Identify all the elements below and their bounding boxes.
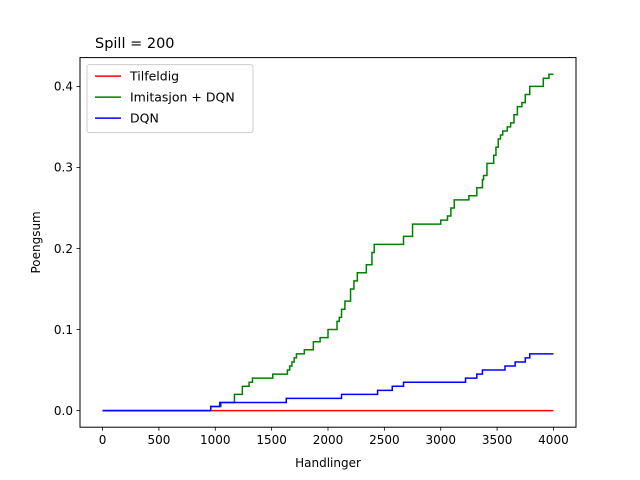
legend-box (86, 64, 254, 134)
x-tick-label: 3500 (482, 433, 513, 447)
x-tick-label: 500 (147, 433, 170, 447)
plot-area (102, 73, 554, 412)
y-tick-label: 0.2 (54, 242, 73, 256)
series-line-1 (102, 73, 554, 412)
y-tick-label: 0.1 (54, 323, 73, 337)
x-tick-label: 3000 (425, 433, 456, 447)
legend-label-1: Imitasjon + DQN (130, 90, 235, 105)
y-tick-label: 0.0 (54, 404, 73, 418)
x-tick-label: 4000 (538, 433, 569, 447)
x-axis-label: Handlinger (295, 456, 361, 470)
legend-label-0: Tilfeldig (129, 69, 179, 84)
x-tick-label: 0 (99, 433, 107, 447)
series-line-2 (102, 353, 554, 412)
x-tick-label: 2500 (369, 433, 400, 447)
legend: Tilfeldig Imitasjon + DQN DQN (86, 64, 254, 134)
x-tick-label: 1500 (256, 433, 287, 447)
legend-label-2: DQN (130, 111, 159, 126)
y-axis: 0.0 0.1 0.2 0.3 0.4 (54, 80, 80, 418)
y-tick-label: 0.3 (54, 161, 73, 175)
chart-title: Spill = 200 (95, 36, 175, 52)
y-axis-label: Poengsum (29, 211, 43, 273)
x-axis: 0 500 1000 1500 2000 2500 3000 3500 4000 (99, 427, 569, 447)
x-tick-label: 2000 (313, 433, 344, 447)
x-tick-label: 1000 (200, 433, 231, 447)
y-tick-label: 0.4 (54, 80, 73, 94)
